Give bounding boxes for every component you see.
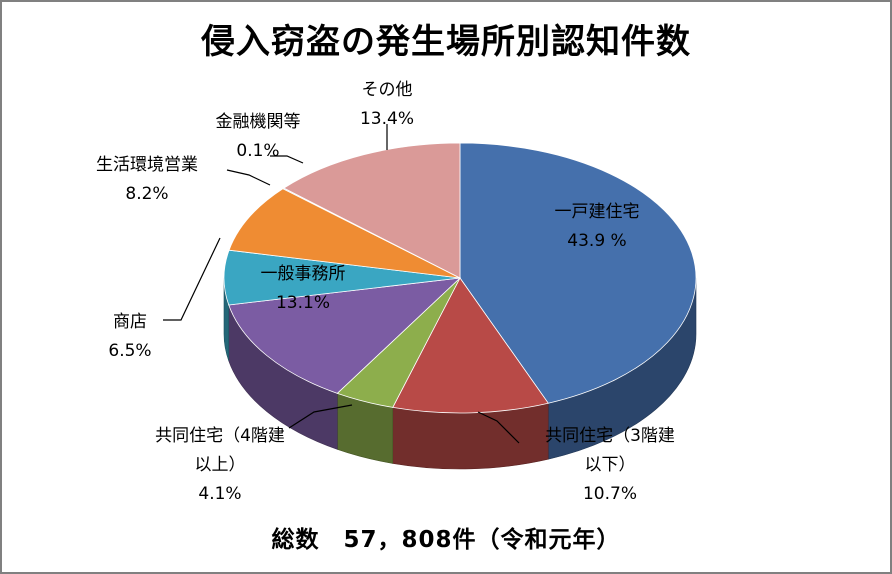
pie-tops bbox=[223, 142, 697, 414]
pie-slice-7 bbox=[283, 142, 461, 279]
slice-value-label-4: 6.5% bbox=[108, 341, 151, 361]
slice-name-label-3: 一般事務所 bbox=[261, 264, 346, 284]
slice-name-label-0: 一戸建住宅 bbox=[555, 202, 640, 222]
slice-value-label-2: 4.1% bbox=[198, 484, 241, 504]
slice-value-label-1: 10.7% bbox=[583, 484, 637, 504]
slice-name-label-1: 共同住宅（3階建 bbox=[545, 426, 675, 446]
slice-value-label-5: 8.2% bbox=[125, 184, 168, 204]
leader-line-2 bbox=[288, 404, 353, 429]
total-count-note: 総数 57，808件（令和元年） bbox=[271, 527, 621, 553]
slice-value-label-6: 0.1% bbox=[236, 141, 279, 161]
slice-name-label-5: 生活環境営業 bbox=[96, 155, 198, 175]
pie-sides bbox=[223, 277, 697, 470]
pie-slice-3 bbox=[228, 277, 462, 394]
pie-slice-5 bbox=[228, 188, 461, 279]
leader-line-4 bbox=[163, 237, 221, 321]
leader-line-6 bbox=[270, 155, 304, 164]
pie-slice-0 bbox=[459, 142, 697, 404]
chart-title: 侵入窃盗の発生場所別認知件数 bbox=[201, 22, 691, 62]
slice-name-label-2: 以上） bbox=[195, 455, 246, 475]
slice-name-label-6: 金融機関等 bbox=[216, 112, 301, 132]
pie-slice-1 bbox=[392, 277, 549, 414]
slice-value-label-3: 13.1% bbox=[276, 293, 330, 313]
leader-line-1 bbox=[477, 411, 520, 444]
slice-value-label-7: 13.4% bbox=[360, 109, 414, 129]
leader-line-5 bbox=[226, 169, 271, 186]
pie-leader-lines bbox=[163, 124, 520, 444]
slice-name-label-2: 共同住宅（4階建 bbox=[155, 426, 285, 446]
slice-value-label-0: 43.9 % bbox=[567, 231, 626, 251]
slice-name-label-7: その他 bbox=[362, 80, 413, 100]
slice-name-label-4: 商店 bbox=[113, 312, 147, 332]
slice-name-label-1: 以下） bbox=[585, 455, 636, 475]
